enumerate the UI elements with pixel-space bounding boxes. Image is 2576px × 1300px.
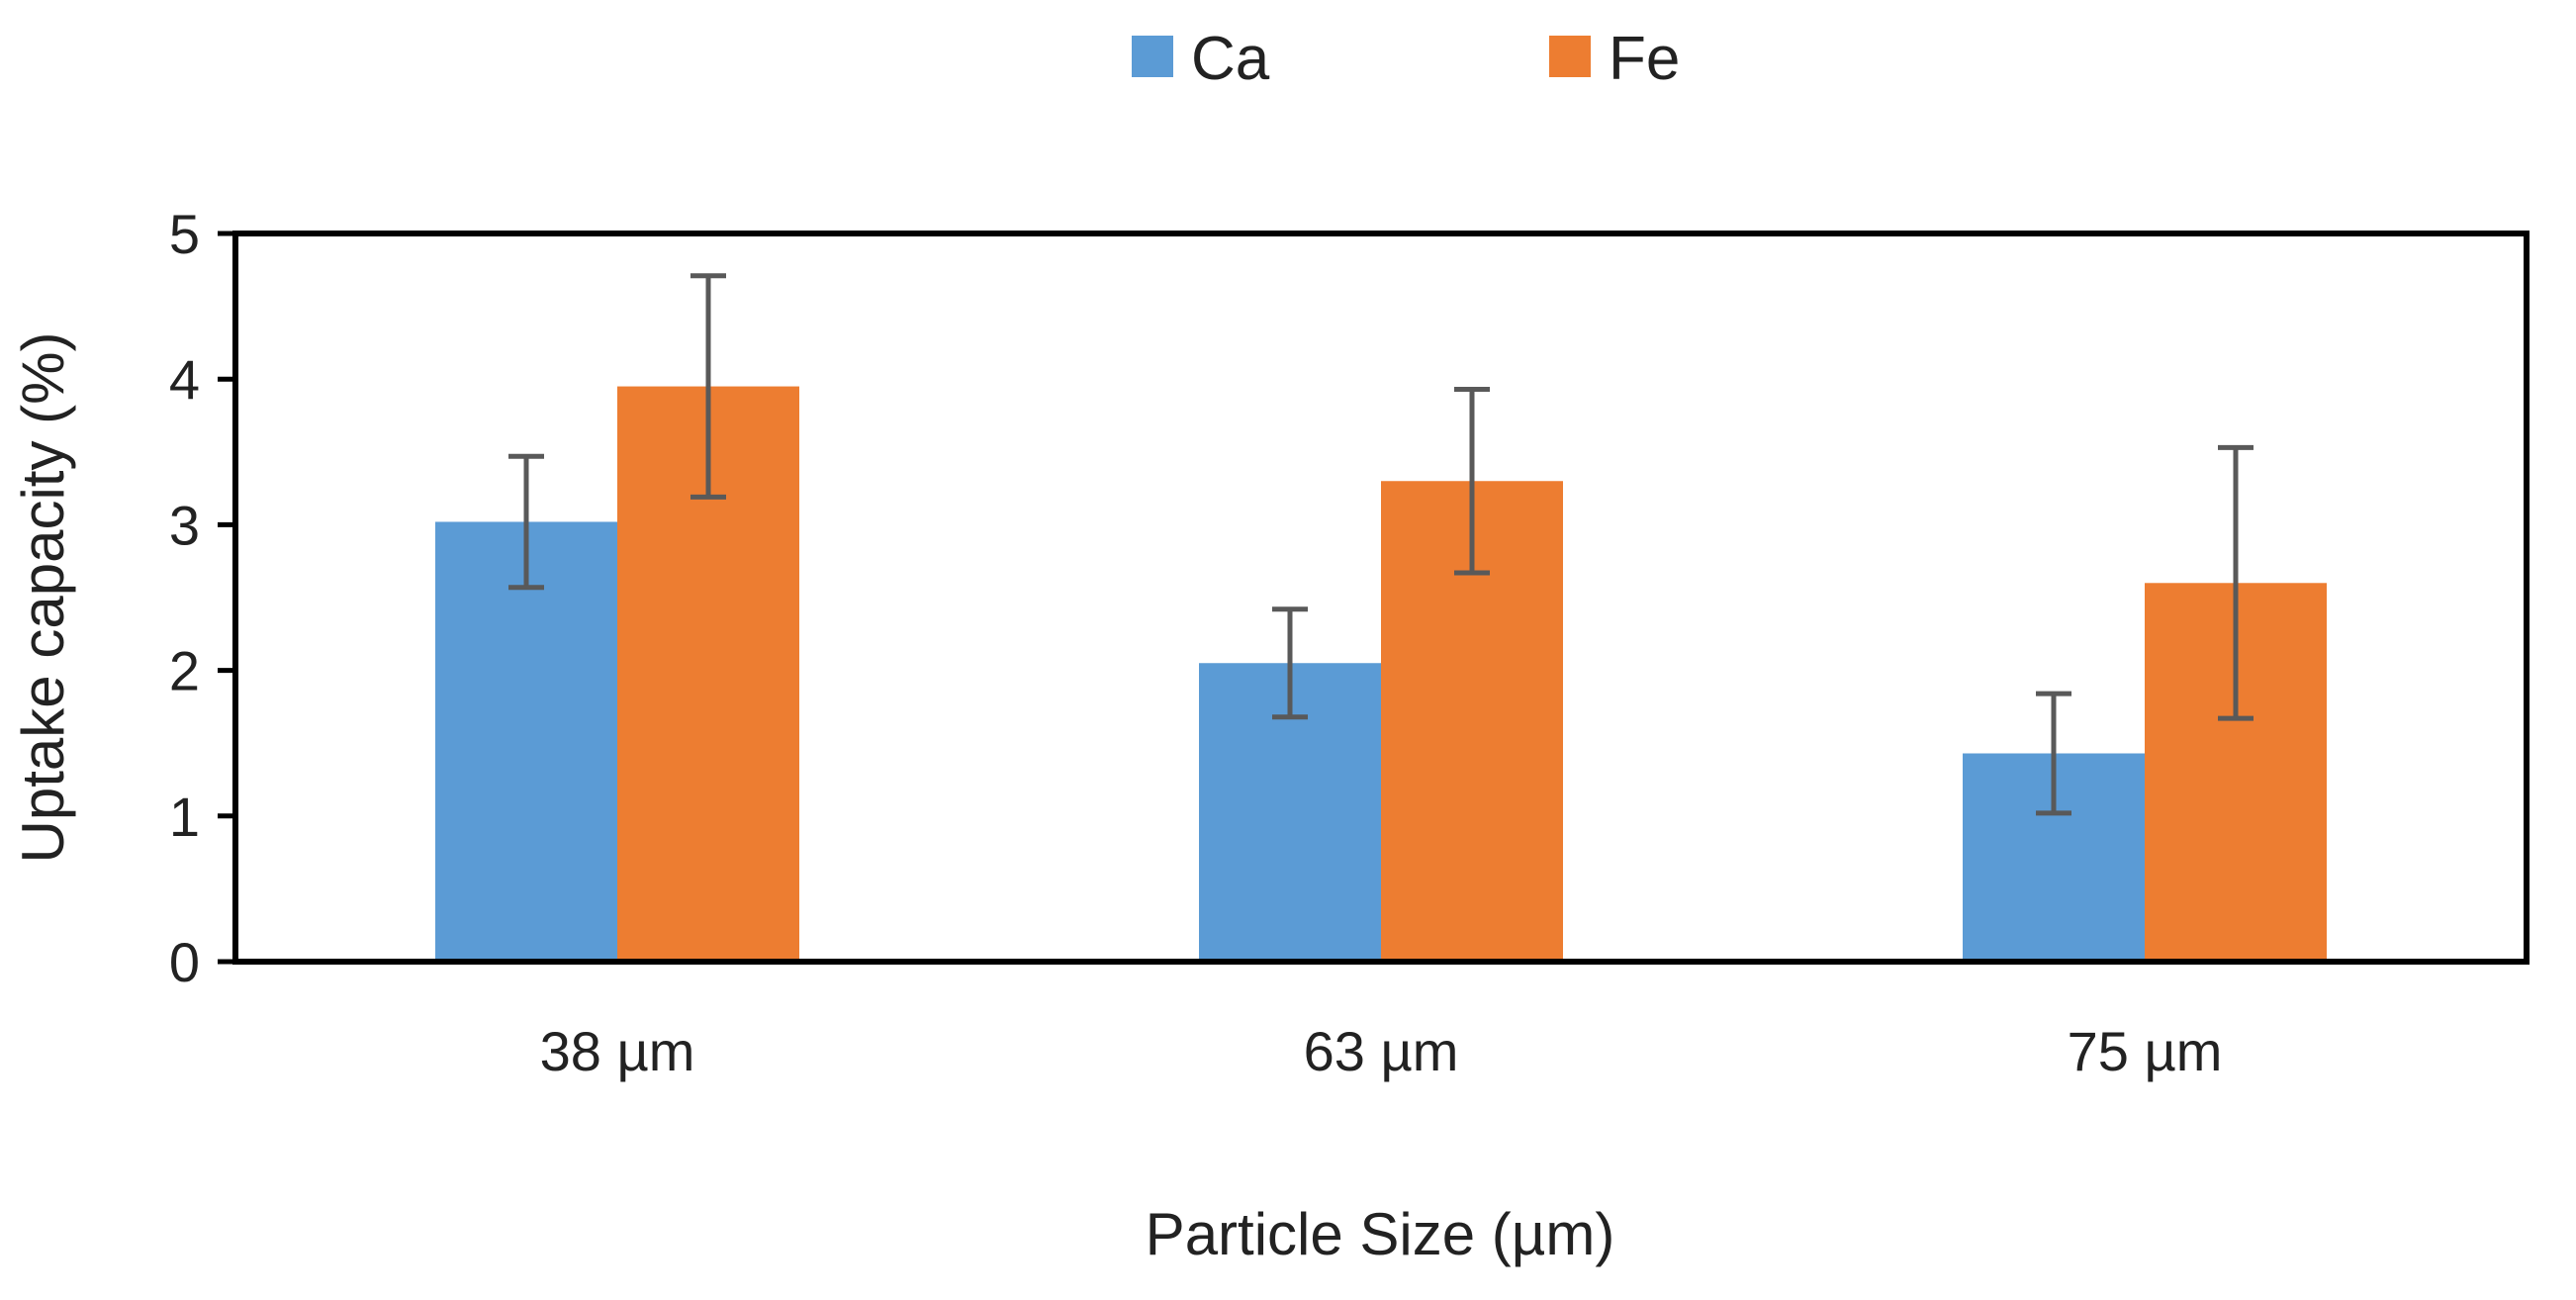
bar-ca-0 — [435, 521, 617, 962]
legend-swatch-fe — [1549, 36, 1591, 77]
y-tick-label-4: 4 — [169, 348, 200, 411]
y-tick-label-1: 1 — [169, 786, 200, 848]
legend-label-ca: Ca — [1191, 25, 1270, 93]
y-tick-label-0: 0 — [169, 931, 200, 993]
bars-group — [435, 386, 2327, 962]
y-tick-label-2: 2 — [169, 640, 200, 702]
x-axis-title: Particle Size (µm) — [1146, 1201, 1615, 1267]
error-bars-group — [508, 273, 2254, 816]
legend-label-fe: Fe — [1609, 25, 1680, 93]
x-ticks-group: 38 µm 63 µm 75 µm — [540, 1020, 2223, 1082]
y-tick-label-3: 3 — [169, 494, 200, 556]
y-axis-title: Uptake capacity (%) — [10, 332, 76, 864]
x-tick-label-0: 38 µm — [540, 1020, 695, 1082]
legend-swatch-ca — [1132, 36, 1173, 77]
plot-frame — [232, 231, 2530, 965]
x-tick-label-2: 75 µm — [2068, 1020, 2223, 1082]
y-tick-label-5: 5 — [169, 203, 200, 265]
x-tick-label-1: 63 µm — [1304, 1020, 1459, 1082]
legend: Ca Fe — [1132, 25, 1680, 93]
y-ticks-group: 0 1 2 3 4 5 — [169, 203, 235, 993]
